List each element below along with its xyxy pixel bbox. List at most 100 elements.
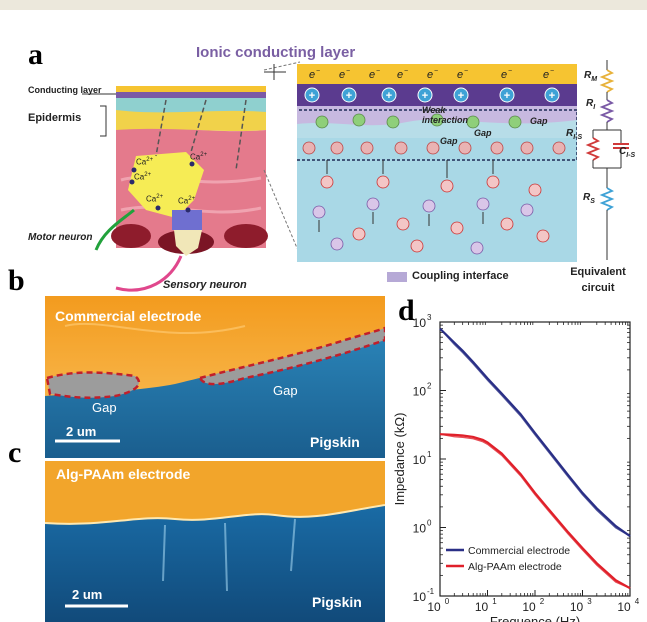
svg-text:e: e [427, 69, 433, 81]
conducting-layer [297, 64, 577, 84]
legend-label-1: Alg-PAAm electrode [468, 561, 562, 573]
weak-interaction-label: Weak interaction [422, 105, 469, 125]
sensory-neuron-label: Sensory neuron [163, 279, 247, 291]
rm-resistor [599, 69, 615, 93]
panel-c-label: c [8, 436, 22, 469]
y-tick-label: 10 [413, 522, 427, 536]
y-tick-label: 10 [413, 590, 427, 604]
ri-resistor [599, 99, 615, 123]
svg-text:−: − [404, 68, 408, 75]
circuit-label: circuit [581, 282, 615, 294]
cis-label: CI-S [619, 146, 636, 159]
ri-label: RI [586, 98, 596, 111]
ris-resistor [585, 137, 601, 161]
top-bar [0, 0, 647, 10]
x-tick-exponent: 2 [540, 597, 545, 606]
series-line-0 [439, 327, 631, 537]
x-tick-exponent: 4 [635, 597, 640, 606]
ionic-layer-strip [116, 92, 266, 98]
svg-text:−: − [376, 68, 380, 75]
scale-label-c: 2 um [72, 587, 103, 602]
zoom-lines [263, 61, 301, 256]
y-tick-exponent: 2 [427, 382, 432, 391]
svg-text:e: e [397, 69, 403, 81]
x-tick-label: 10 [570, 600, 584, 614]
panel-b-label: b [8, 264, 25, 297]
equivalent-label: Equivalent [570, 266, 626, 278]
legend-label-0: Commercial electrode [468, 545, 570, 557]
ion-label-2: Ca2+ [190, 152, 208, 162]
svg-text:+: + [309, 90, 315, 102]
commercial-title: Commercial electrode [55, 308, 202, 324]
epidermis-label: Epidermis [28, 112, 82, 124]
scale-label-b: 2 um [66, 424, 97, 439]
y-tick-label: 10 [413, 453, 427, 467]
alg-paam-title: Alg-PAAm electrode [56, 466, 191, 482]
conducting-layer-label: Conducting layer [28, 85, 102, 95]
ris-label: RI-S [566, 128, 583, 141]
pigskin-label-c: Pigskin [312, 594, 362, 610]
conducting-layer-strip [116, 86, 266, 92]
y-tick-exponent: -1 [427, 587, 435, 596]
impedance-chart: 10 0 10 1 10 2 10 3 10 410 -110 010 110 210 3Frequence… [392, 313, 640, 622]
coupling-swatch [387, 272, 407, 282]
x-tick-exponent: 1 [492, 597, 497, 606]
x-tick-exponent: 3 [587, 597, 592, 606]
svg-text:−: − [346, 68, 350, 75]
svg-text:−: − [316, 68, 320, 75]
ion-label-3: Ca2+ [134, 172, 152, 182]
x-tick-exponent: 0 [445, 597, 450, 606]
gap-outline-1 [45, 371, 141, 399]
series-line-1 [439, 433, 631, 590]
svg-text:e: e [369, 69, 375, 81]
svg-text:+: + [458, 90, 464, 102]
y-tick-exponent: 3 [427, 313, 432, 322]
x-axis-label: Frequence (Hz) [490, 614, 580, 622]
svg-text:e: e [339, 69, 345, 81]
gap-label-1: Gap [440, 136, 458, 146]
panel-d-label: d [398, 294, 415, 327]
coupling-box [297, 109, 577, 161]
svg-text:e: e [309, 69, 315, 81]
nerve-cell [128, 152, 204, 218]
equivalent-circuit [585, 60, 629, 260]
electrode-region-c [45, 461, 385, 524]
gap-label-3: Gap [530, 116, 548, 126]
svg-text:−: − [550, 68, 554, 75]
y-axis-label: Impedance (kΩ) [392, 413, 407, 506]
rs-label: RS [583, 192, 595, 205]
electrode-region [45, 296, 385, 396]
gap-label-2: Gap [474, 128, 492, 138]
svg-text:−: − [434, 68, 438, 75]
x-tick-label: 10 [427, 600, 441, 614]
ion-label-1: Ca2+ [136, 157, 154, 167]
motor-neuron-line [94, 208, 135, 251]
svg-text:−: − [508, 68, 512, 75]
epidermis-top [116, 98, 266, 113]
y-tick-exponent: 0 [427, 519, 432, 528]
rs-resistor [599, 187, 615, 211]
series-line-replicate-1 [439, 433, 631, 589]
svg-text:+: + [346, 90, 352, 102]
gap-outline-2 [198, 326, 385, 386]
x-tick-label: 10 [475, 600, 489, 614]
gap-label-b2: Gap [273, 383, 298, 398]
panel-a-label: a [28, 38, 43, 71]
ion-label-4: Ca2+ [146, 194, 164, 204]
svg-text:+: + [422, 90, 428, 102]
svg-text:+: + [504, 90, 510, 102]
commercial-sem-image [45, 296, 385, 458]
svg-text:e: e [543, 69, 549, 81]
pigskin-label-b: Pigskin [310, 434, 360, 450]
x-tick-label: 10 [617, 600, 631, 614]
y-tick-label: 10 [413, 316, 427, 330]
ionic-layer-title: Ionic conducting layer [196, 44, 356, 61]
y-tick-label: 10 [413, 385, 427, 399]
zoomed-interface: e − e − e − e − e − e − e − e − + + + + + + + [297, 64, 577, 262]
rm-label: RM [584, 70, 598, 83]
gap-label-b1: Gap [92, 400, 117, 415]
skin-illustration [82, 86, 268, 292]
svg-text:+: + [386, 90, 392, 102]
coupling-interface-label: Coupling interface [412, 270, 509, 282]
svg-text:+: + [549, 90, 555, 102]
